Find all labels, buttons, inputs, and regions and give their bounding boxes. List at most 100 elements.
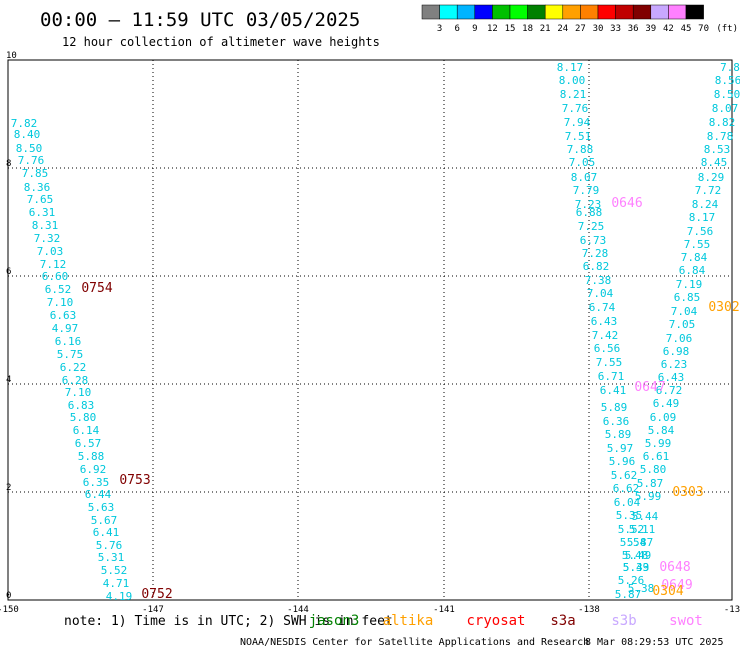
wave-height-value: 8.21 (560, 88, 587, 101)
pass-time-label: 0649 (661, 578, 692, 593)
colorbar-label: 3 (437, 24, 442, 34)
wave-height-value: 4.19 (106, 590, 133, 603)
y-axis-ticks: 0 2 4 6 8 10 (6, 51, 17, 601)
colorbar-swatch (562, 4, 581, 20)
wave-height-value: 8.36 (24, 181, 51, 194)
wave-height-value: 7.03 (37, 245, 64, 258)
wave-height-value: 5.80 (640, 463, 667, 476)
wave-height-values: 7.828.408.507.767.858.367.656.318.317.32… (11, 61, 740, 603)
wave-height-value: 8.50 (714, 88, 740, 101)
wave-height-value: 7.55 (684, 238, 711, 251)
wave-height-value: 8.40 (14, 128, 41, 141)
colorbar-swatch (527, 4, 546, 20)
wave-height-value: 5.88 (78, 450, 105, 463)
wave-height-value: 6.82 (583, 260, 610, 273)
wave-height-value: 5.99 (635, 490, 662, 503)
legend-item-altika: altika (383, 613, 434, 629)
wave-height-value: 6.35 (83, 476, 110, 489)
pass-time-label: 0753 (119, 473, 150, 488)
satellite-legend: jason3 altika cryosat s3a s3b swot (309, 613, 703, 629)
pass-time-label: 0646 (611, 196, 642, 211)
colorbar-swatch (421, 4, 440, 20)
legend-item-s3b: s3b (611, 613, 636, 629)
wave-height-value: 7.05 (669, 318, 696, 331)
wave-height-value: 6.56 (594, 342, 621, 355)
credit-line: NOAA/NESDIS Center for Satellite Applica… (240, 637, 589, 648)
colorbar-swatch (597, 4, 616, 20)
colorbar-label: 42 (663, 24, 674, 34)
wave-height-value: 5.31 (98, 551, 125, 564)
wave-height-value: 8.00 (559, 74, 586, 87)
wave-height-value: 7.05 (569, 156, 596, 169)
colorbar-swatch (439, 4, 458, 20)
wave-height-value: 5.96 (609, 455, 636, 468)
colorbar-swatch (685, 4, 704, 20)
wave-height-value: 7.8 (720, 61, 740, 74)
x-tick-label: -141 (433, 605, 455, 615)
wave-height-value: 5.52 (618, 523, 645, 536)
wave-height-value: 7.28 (582, 247, 609, 260)
wave-height-value: 7.42 (592, 329, 619, 342)
wave-height-value: 7.04 (587, 287, 614, 300)
y-tick-label: 8 (6, 159, 11, 169)
wave-height-value: 7.25 (578, 220, 605, 233)
wave-height-value: 6.62 (613, 482, 640, 495)
wave-height-value: 5.63 (88, 501, 115, 514)
wave-height-value: 5.33 (623, 561, 650, 574)
pass-time-label: 0647 (634, 380, 665, 395)
pass-time-label: 0752 (141, 587, 172, 602)
wave-height-value: 7.10 (65, 386, 92, 399)
wave-height-value: 7.10 (47, 296, 74, 309)
wave-height-value: 6.63 (50, 309, 77, 322)
wave-height-value: 6.84 (679, 264, 706, 277)
map-grid (7, 59, 733, 601)
pass-time-label: 0302 (708, 300, 739, 315)
wave-height-value: 5.87 (627, 536, 654, 549)
wave-height-value: 5.67 (91, 514, 118, 527)
wave-height-value: 6.44 (85, 488, 112, 501)
y-tick-label: 4 (6, 375, 11, 385)
y-tick-label: 10 (6, 51, 17, 61)
x-tick-label: -150 (0, 605, 19, 615)
pass-time-label: 0304 (652, 584, 683, 599)
colorbar-swatch (474, 4, 493, 20)
wave-height-value: 5.87 (637, 477, 664, 490)
wave-height-value: 5.52 (101, 564, 128, 577)
x-tick-label: -144 (287, 605, 309, 615)
colorbar-swatch (509, 4, 528, 20)
wave-height-value: 6.61 (643, 450, 670, 463)
wave-height-value: 5.87 (615, 588, 642, 601)
colorbar-label: 6 (454, 24, 459, 34)
colorbar-swatch (580, 4, 599, 20)
wave-height-value: 5.62 (611, 469, 638, 482)
wave-height-value: 8.31 (32, 219, 59, 232)
colorbar-label: 45 (681, 24, 692, 34)
wave-height-value: 6.57 (75, 437, 102, 450)
y-tick-label: 0 (6, 591, 11, 601)
legend-item-jason3: jason3 (309, 613, 360, 629)
wave-height-value: 7.06 (666, 332, 693, 345)
colorbar-swatch (544, 4, 564, 20)
colorbar-label: 9 (472, 24, 477, 34)
wave-height-value: 7.79 (573, 184, 600, 197)
wave-height-value: 7.32 (34, 232, 61, 245)
wave-height-value: 8.17 (557, 61, 584, 74)
wave-height-value: 5.11 (629, 523, 656, 536)
footnote: note: 1) Time is in UTC; 2) SWH is in fe… (64, 614, 393, 629)
wave-height-value: 5.80 (70, 411, 97, 424)
generated-timestamp: 8 Mar 08:29:53 UTC 2025 (585, 637, 723, 648)
wave-height-value: 7.76 (562, 102, 589, 115)
wave-height-value: 6.98 (663, 345, 690, 358)
wave-height-value: 8.56 (715, 74, 740, 87)
wave-height-value: 7.88 (567, 143, 594, 156)
wave-height-value: 7.76 (18, 154, 45, 167)
wave-height-value: 8.53 (704, 143, 731, 156)
wave-height-value: 7.12 (40, 258, 67, 271)
wave-height-value: 6.14 (73, 424, 100, 437)
wave-height-value: 6.43 (591, 315, 618, 328)
color-scale-legend: 3 6 9 12 15 18 21 24 27 30 33 36 39 42 45 70 (ft) (421, 4, 738, 34)
colorbar-label: 36 (628, 24, 639, 34)
wave-height-value: 5.99 (645, 437, 672, 450)
wave-height-value: 6.83 (68, 399, 95, 412)
